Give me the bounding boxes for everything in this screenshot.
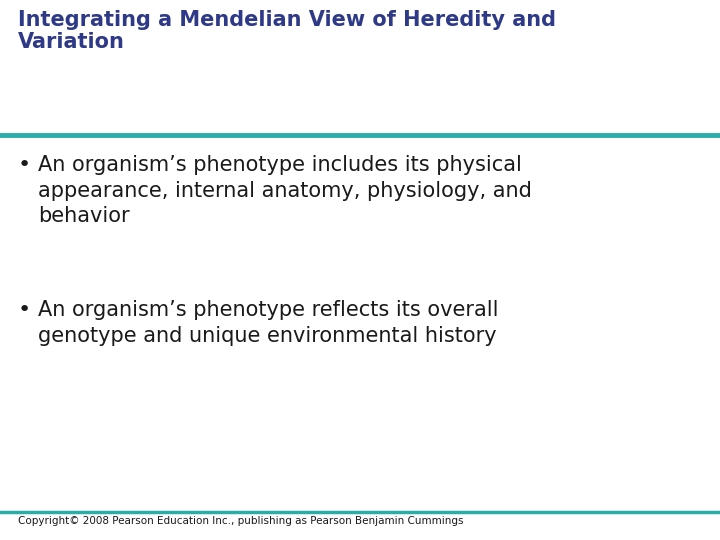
Text: Copyright© 2008 Pearson Education Inc., publishing as Pearson Benjamin Cummings: Copyright© 2008 Pearson Education Inc., … [18,516,464,526]
Text: An organism’s phenotype reflects its overall
genotype and unique environmental h: An organism’s phenotype reflects its ove… [38,300,498,346]
Text: •: • [18,155,31,175]
Text: Variation: Variation [18,32,125,52]
Text: •: • [18,300,31,320]
Text: Integrating a Mendelian View of Heredity and: Integrating a Mendelian View of Heredity… [18,10,556,30]
Text: An organism’s phenotype includes its physical
appearance, internal anatomy, phys: An organism’s phenotype includes its phy… [38,155,532,226]
